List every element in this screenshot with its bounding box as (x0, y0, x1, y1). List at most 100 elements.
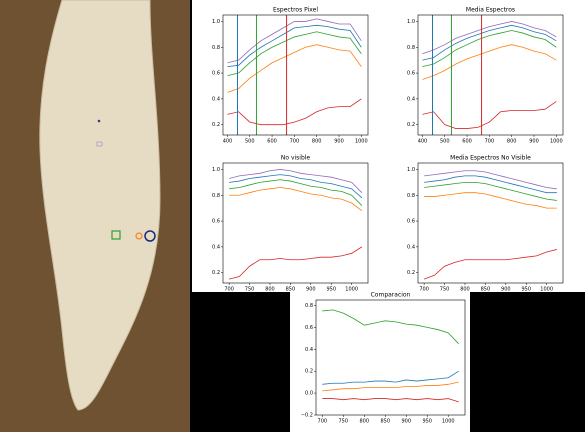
y-tick-label: 0.6 (212, 71, 220, 77)
chart-title: No visible (281, 155, 311, 162)
y-tick-label: 0.8 (407, 193, 415, 199)
x-tick-label: 950 (521, 287, 531, 293)
x-tick-label: 800 (312, 139, 322, 145)
x-tick-label: 850 (286, 287, 296, 293)
x-tick-label: 900 (529, 139, 539, 145)
x-tick-label: 600 (267, 139, 277, 145)
y-tick-label: 0.4 (305, 347, 313, 353)
x-tick-label: 1000 (345, 287, 358, 293)
y-tick-label: 0.4 (212, 244, 220, 250)
x-tick-label: 750 (440, 287, 450, 293)
series-line (227, 24, 362, 68)
x-tick-label: 700 (224, 287, 234, 293)
y-tick-label: 0.8 (305, 303, 313, 309)
series-line (322, 381, 459, 392)
series-line (322, 398, 459, 403)
axes-frame (315, 299, 466, 416)
x-tick-label: 900 (501, 287, 511, 293)
x-tick-label: 950 (422, 419, 432, 425)
y-tick-label: 0.8 (407, 45, 415, 51)
series-line (227, 31, 362, 77)
series-line (422, 101, 557, 129)
y-tick-label: 1.0 (212, 19, 220, 25)
x-tick-label: 500 (245, 139, 255, 145)
x-tick-label: 800 (507, 139, 517, 145)
series-line (227, 44, 362, 93)
y-tick-label: 0.6 (407, 71, 415, 77)
series-line (229, 169, 363, 193)
x-tick-label: 900 (306, 287, 316, 293)
series-line (424, 170, 557, 190)
series-line (229, 187, 363, 212)
specimen (39, 0, 161, 411)
chart-title: Media Espectros No Visible (450, 155, 531, 162)
x-tick-label: 950 (326, 287, 336, 293)
series-line (423, 249, 557, 280)
x-tick-label: 800 (359, 419, 369, 425)
y-tick-label: 0.2 (212, 270, 220, 276)
marker (97, 119, 101, 123)
series-line (422, 30, 557, 67)
axes-frame (222, 162, 369, 284)
y-tick-label: 0.4 (407, 244, 415, 250)
x-tick-label: 850 (380, 419, 390, 425)
y-tick-label: 0.6 (305, 325, 313, 331)
x-tick-label: 900 (334, 139, 344, 145)
series-line (424, 175, 557, 194)
series-line (424, 192, 557, 209)
y-tick-label: 0.6 (212, 219, 220, 225)
series-line (422, 24, 557, 61)
y-tick-label: 0.2 (407, 122, 415, 128)
x-tick-label: 800 (460, 287, 470, 293)
x-tick-label: 600 (462, 139, 472, 145)
x-tick-label: 850 (481, 287, 491, 293)
series-line (229, 246, 363, 280)
x-tick-label: 800 (265, 287, 275, 293)
y-tick-label: 0.8 (212, 193, 220, 199)
series-line (229, 174, 363, 199)
y-tick-label: 1.0 (212, 167, 220, 173)
y-tick-label: 0.2 (305, 369, 313, 375)
series-line (322, 309, 459, 345)
y-tick-label: 1.0 (407, 19, 415, 25)
x-tick-label: 750 (339, 419, 349, 425)
x-tick-label: 700 (290, 139, 300, 145)
axes-frame (222, 14, 369, 136)
y-tick-label: 0.2 (212, 122, 220, 128)
y-tick-label: 0.0 (305, 391, 313, 397)
marker (135, 232, 143, 240)
series-line (422, 44, 557, 80)
series-line (229, 179, 363, 206)
chart-title: Espectros Pixel (273, 7, 318, 14)
x-tick-label: 1000 (442, 419, 455, 425)
figure-panel (192, 0, 585, 292)
series-line (424, 181, 557, 201)
series-line (227, 98, 362, 126)
chart-title: Comparacion (371, 292, 411, 299)
x-tick-label: 1000 (550, 139, 563, 145)
x-tick-label: 900 (401, 419, 411, 425)
series-line (322, 370, 459, 385)
axes-frame (417, 14, 564, 136)
y-tick-label: 0.8 (212, 45, 220, 51)
figure-panel (290, 292, 470, 432)
y-tick-label: 0.4 (407, 96, 415, 102)
series-line (422, 21, 557, 55)
marker (111, 230, 121, 240)
x-tick-label: 400 (418, 139, 428, 145)
y-tick-label: 0.6 (407, 219, 415, 225)
axes-frame (417, 162, 564, 284)
x-tick-label: 700 (419, 287, 429, 293)
y-tick-label: 0.4 (212, 96, 220, 102)
x-tick-label: 700 (318, 419, 328, 425)
marker (96, 141, 103, 147)
chart-title: Media Espectros (466, 7, 515, 14)
x-tick-label: 500 (440, 139, 450, 145)
y-tick-label: −0.2 (301, 413, 313, 419)
y-tick-label: 0.2 (407, 270, 415, 276)
y-tick-label: 1.0 (407, 167, 415, 173)
x-tick-label: 750 (245, 287, 255, 293)
series-line (227, 18, 362, 64)
x-tick-label: 700 (485, 139, 495, 145)
